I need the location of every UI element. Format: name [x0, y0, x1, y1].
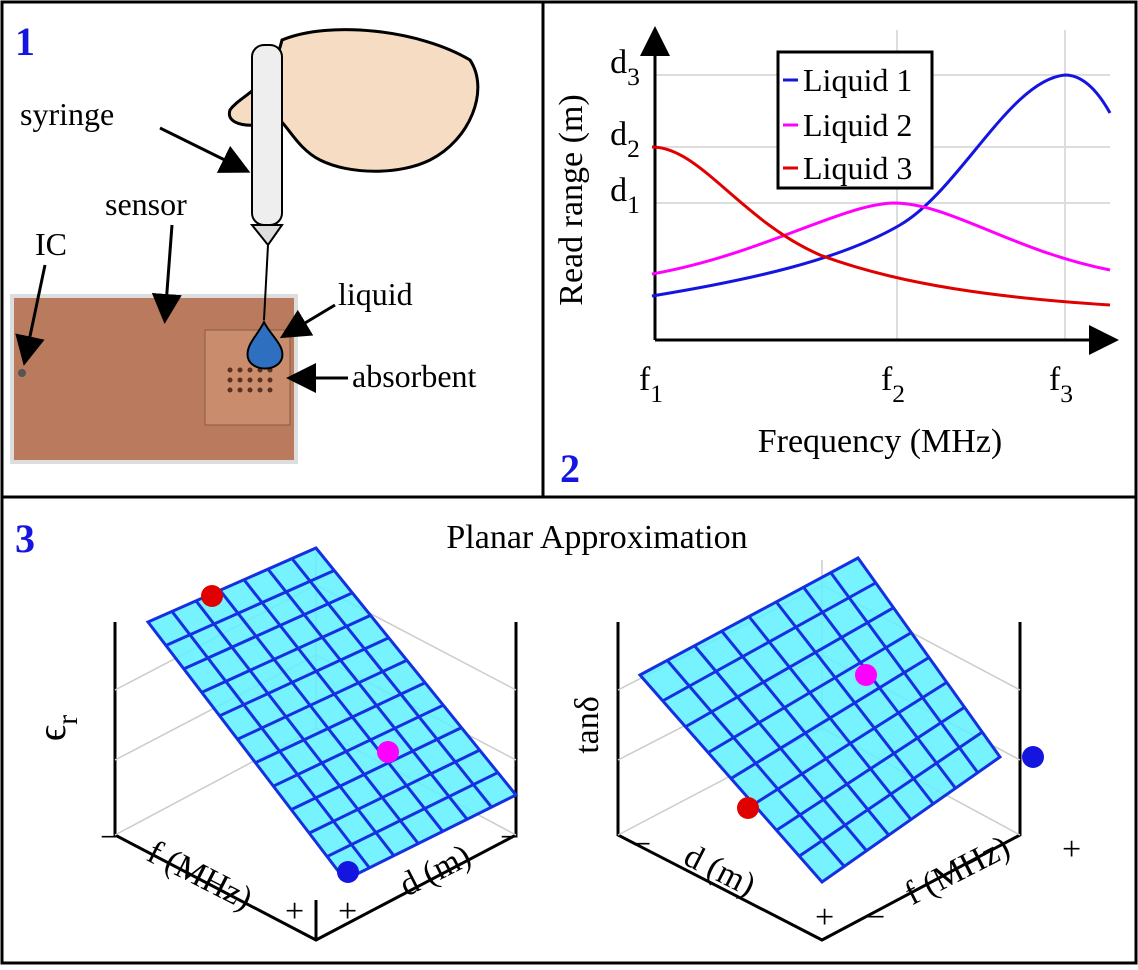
mesh-line — [290, 557, 493, 809]
tick-main: f — [881, 361, 893, 398]
annotation: liquid — [338, 276, 413, 312]
tick-sub: 3 — [1060, 379, 1073, 408]
arrows — [15, 126, 348, 393]
axis-label: f (MHz) — [899, 829, 1016, 913]
tick-sub: 1 — [650, 379, 663, 408]
point-liquid-2 — [377, 741, 399, 763]
tick-main: f — [639, 361, 651, 398]
legend — [776, 50, 934, 190]
point-liquid-1 — [1022, 746, 1044, 768]
ic-chip — [18, 369, 26, 377]
tick-main: d — [610, 44, 627, 81]
drop — [246, 319, 284, 370]
tick-sub: 2 — [627, 134, 640, 163]
mesh-line — [236, 658, 408, 741]
axis-sign: − — [866, 899, 885, 936]
tick-label: f1 — [639, 361, 663, 408]
mesh-line — [308, 748, 481, 835]
absorbent-holes — [227, 367, 273, 393]
mesh-line — [798, 730, 984, 858]
tick-sub: 2 — [892, 379, 905, 408]
y-axis-label: Read range (m) — [553, 94, 590, 305]
plane — [145, 546, 519, 882]
mesh-line — [183, 591, 353, 671]
syringe-tip — [249, 224, 284, 247]
annotation: syringe — [20, 96, 114, 132]
mesh-line — [662, 581, 877, 703]
axis-sign: + — [285, 893, 304, 930]
axis-sign: − — [632, 826, 651, 863]
needle — [263, 244, 269, 321]
mesh-line — [266, 568, 469, 821]
curve-liquid-1 — [651, 73, 1112, 298]
point-liquid-3 — [737, 797, 759, 819]
axis-label: f (MHz) — [141, 834, 258, 918]
point-liquid-1 — [337, 861, 359, 883]
tick-label: d2 — [610, 116, 640, 163]
axis-sign: − — [100, 819, 119, 856]
point-liquid-2 — [855, 664, 877, 686]
panel-label: 1 — [15, 19, 35, 64]
z-axis-label: tanδ — [569, 696, 606, 754]
axis-label: d (m) — [678, 837, 761, 904]
tick-label: d3 — [610, 44, 640, 91]
axis-sign: + — [338, 893, 357, 930]
box-right — [616, 622, 1022, 942]
mesh-line — [775, 705, 966, 832]
axis-sign: − — [500, 819, 519, 856]
mesh-line — [165, 569, 335, 647]
panel-title: Planar Approximation — [446, 519, 747, 556]
z-axis-label: ϵr — [29, 715, 84, 741]
annotation: absorbent — [352, 358, 477, 394]
panel-3: 3 Planar Approximation ϵr f (MHz) d (m) … — [15, 516, 1081, 942]
z-axis-label: ϵr — [29, 715, 84, 741]
tick-sub: 3 — [627, 62, 640, 91]
tick-main: f — [1049, 361, 1061, 398]
mesh-line — [272, 703, 444, 788]
box-left — [113, 622, 518, 942]
mesh-line — [218, 589, 420, 845]
curve-liquid-3 — [651, 145, 1111, 307]
tick-sub: r — [51, 715, 84, 725]
mesh-line — [326, 771, 499, 858]
point-liquid-3 — [201, 585, 223, 607]
legend-entry: Liquid 2 — [803, 107, 912, 143]
mesh-line — [684, 606, 895, 729]
tick-label: f3 — [1049, 361, 1073, 408]
axes — [640, 26, 1119, 355]
hand — [227, 28, 480, 173]
tick-main: ϵ — [29, 725, 74, 741]
tick-sub: 1 — [627, 190, 640, 219]
mesh-line — [194, 599, 396, 857]
annotation: IC — [35, 226, 67, 262]
mesh-line — [242, 578, 444, 833]
axis-sign: + — [815, 899, 834, 936]
x-axis-label: Frequency (MHz) — [758, 423, 1003, 460]
mesh-line — [707, 631, 913, 754]
tick-main: d — [610, 172, 627, 209]
curve-liquid-2 — [651, 201, 1111, 276]
syringe — [251, 44, 283, 226]
mesh-line — [219, 636, 390, 718]
tick-label: d1 — [610, 172, 640, 219]
mesh-line — [254, 681, 426, 765]
mesh-line — [752, 681, 948, 806]
mesh-line — [290, 726, 463, 811]
mesh-line — [201, 613, 372, 694]
tick-main: d — [610, 116, 627, 153]
axis-sign: + — [1062, 831, 1081, 868]
tick-label: f2 — [881, 361, 905, 408]
legend-entry: Liquid 1 — [803, 62, 912, 98]
panel-label: 3 — [15, 516, 35, 561]
panel-1: 1 syringe sensor IC liquid absorbent — [10, 19, 480, 464]
mesh-line — [170, 610, 371, 869]
panel-label: 2 — [560, 446, 580, 491]
annotation: sensor — [105, 186, 187, 222]
panel-2: Liquid 1 Liquid 2 Liquid 3 Read range (m… — [553, 26, 1119, 491]
legend-entry: Liquid 3 — [803, 150, 912, 186]
mesh-line — [730, 656, 930, 780]
